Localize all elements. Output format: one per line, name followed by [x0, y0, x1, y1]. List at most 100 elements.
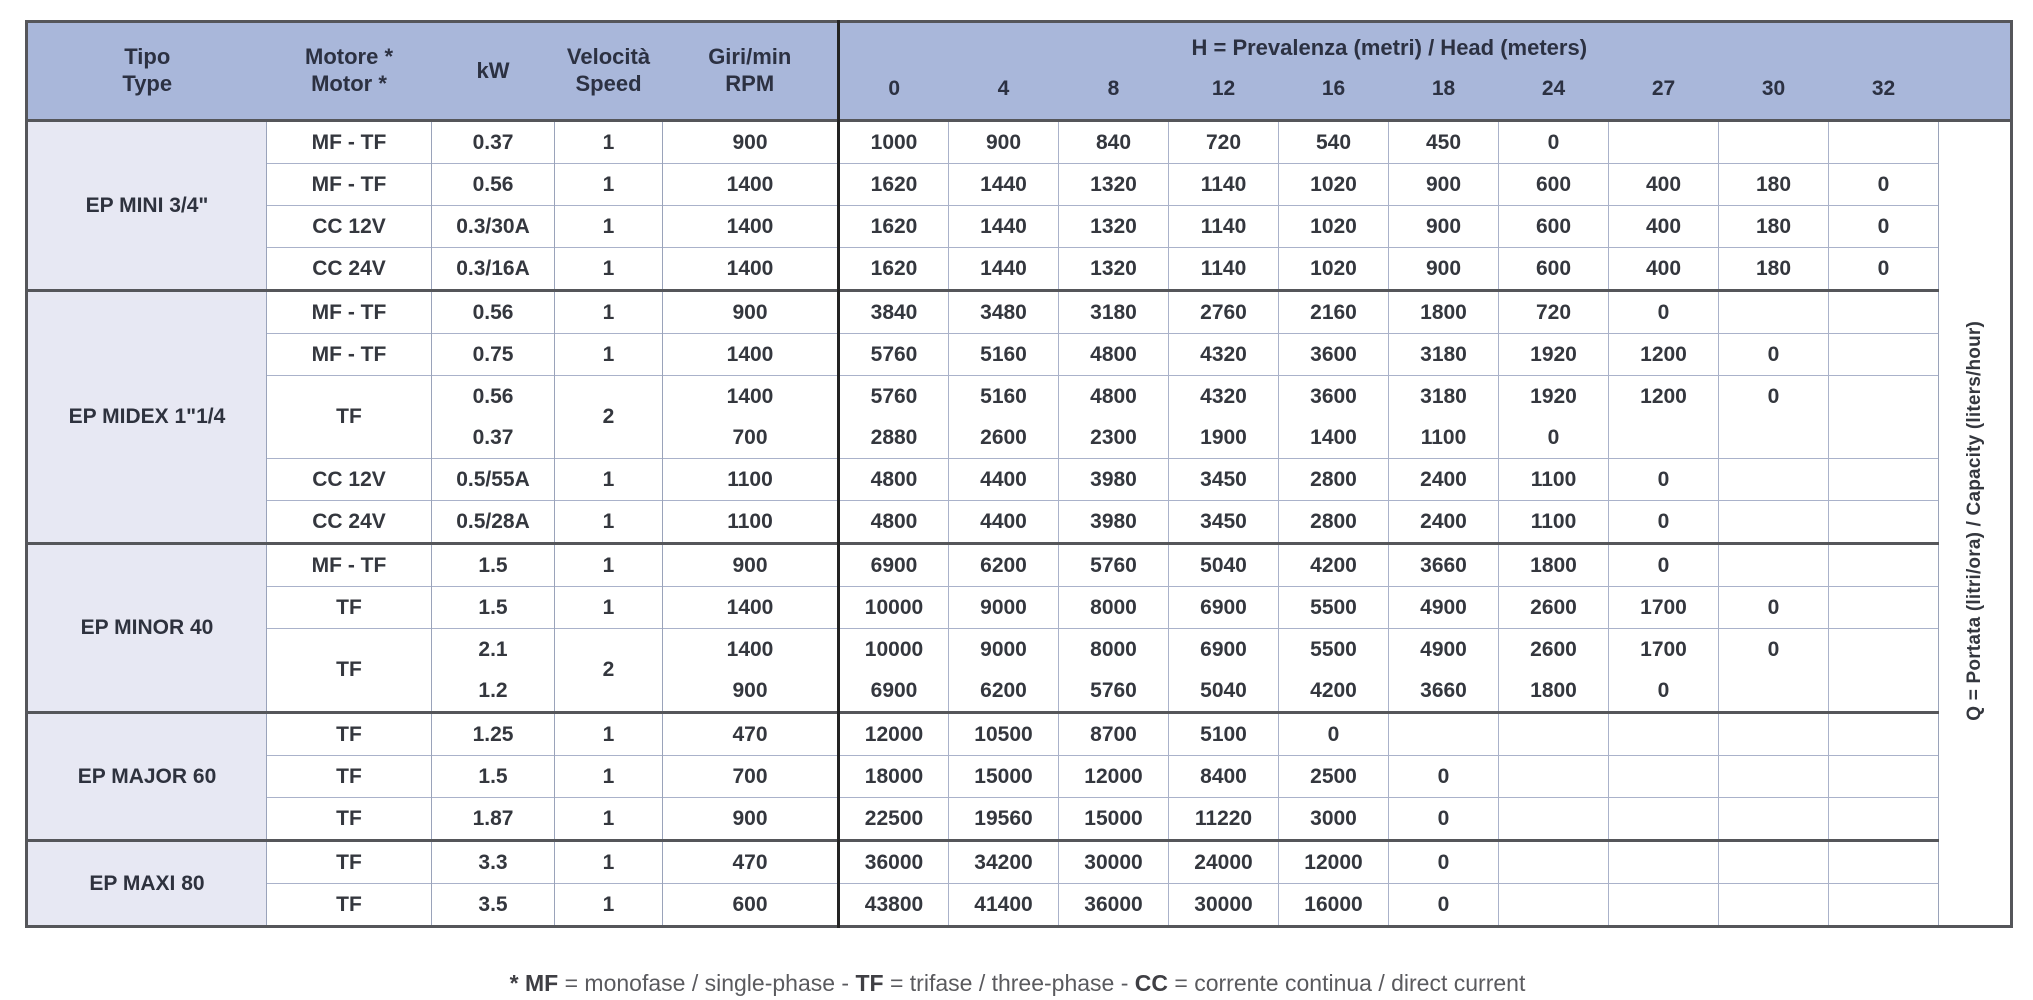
- head-meters-value: 12: [1168, 73, 1279, 121]
- table-row: CC 12V 0.3/30A 1 1400 1620 1440 1320 1140 1020 90…: [27, 205, 2012, 248]
- head-value-cell: [1827, 375, 1939, 417]
- head-value-cell: [1827, 500, 1939, 544]
- head-value-cell: [1388, 711, 1499, 756]
- head-value-cell: 0: [1498, 417, 1609, 459]
- head-value-cell: 4320: [1168, 333, 1279, 376]
- kw-cell: 0.37: [431, 417, 555, 459]
- speed-cell: 1: [554, 755, 663, 798]
- head-value-cell: 4400: [948, 500, 1059, 544]
- head-value-cell: 1140: [1168, 163, 1279, 206]
- speed-cell: 1: [554, 586, 663, 629]
- head-value-cell: 5160: [948, 375, 1059, 417]
- head-value-cell: [1827, 458, 1939, 501]
- rpm-cell: 470: [662, 711, 839, 756]
- head-meters-value: 8: [1058, 73, 1169, 121]
- head-value-cell: 5040: [1168, 670, 1279, 713]
- head-value-cell: 400: [1608, 205, 1719, 248]
- head-value-cell: 1020: [1278, 247, 1389, 291]
- head-value-cell: 1200: [1608, 375, 1719, 417]
- head-value-cell: 1440: [948, 163, 1059, 206]
- speed-cell: 1: [554, 458, 663, 501]
- head-meters-value: 0: [837, 73, 949, 121]
- kw-cell: 0.5/28A: [431, 500, 555, 544]
- head-value-cell: 4200: [1278, 542, 1389, 587]
- head-value-cell: 0: [1388, 797, 1499, 841]
- head-value-cell: 30000: [1168, 883, 1279, 927]
- col-header-type-it: Tipo: [124, 44, 171, 70]
- motor-cell: TF: [266, 586, 432, 629]
- motor-cell: CC 24V: [266, 247, 432, 291]
- kw-cell: 0.3/30A: [431, 205, 555, 248]
- head-value-cell: 0: [1498, 119, 1609, 164]
- speed-cell: 2: [554, 628, 663, 713]
- head-value-cell: 6200: [948, 542, 1059, 587]
- col-header-kw: kW: [431, 21, 555, 121]
- head-value-cell: 34200: [948, 839, 1059, 884]
- head-value-cell: 6900: [1168, 628, 1279, 670]
- head-value-cell: 3180: [1388, 375, 1499, 417]
- head-value-cell: 1140: [1168, 247, 1279, 291]
- head-value-cell: 12000: [1278, 839, 1389, 884]
- head-value-cell: 10000: [837, 628, 949, 670]
- head-value-cell: 3180: [1388, 333, 1499, 376]
- rpm-cell: 900: [662, 797, 839, 841]
- head-value-cell: 2600: [1498, 628, 1609, 670]
- table-row: EP MIDEX 1"1/4 MF - TF 0.56 1 900 3840 3480 318…: [26, 289, 2012, 544]
- head-value-cell: 9000: [948, 628, 1059, 670]
- head-value-cell: 720: [1168, 119, 1279, 164]
- rpm-cell: 700: [662, 755, 839, 798]
- head-value-cell: 12000: [1058, 755, 1169, 798]
- head-value-cell: 12000: [837, 711, 949, 756]
- speed-cell: 1: [554, 797, 663, 841]
- motor-cell: TF: [266, 711, 432, 756]
- head-value-cell: [1718, 711, 1829, 756]
- col-header-motor: Motore * Motor *: [266, 21, 432, 121]
- head-value-cell: 6900: [837, 670, 949, 713]
- head-value-cell: 0: [1388, 883, 1499, 927]
- kw-cell: 0.5/55A: [431, 458, 555, 501]
- head-value-cell: [1718, 542, 1829, 587]
- head-meters-value: 24: [1498, 73, 1609, 121]
- rpm-cell: 700: [662, 417, 839, 459]
- head-value-cell: 9000: [948, 586, 1059, 629]
- pump-performance-table: Tipo Type Motore * Motor * kW Velocità S…: [25, 20, 2014, 928]
- table-row: EP MINI 3/4" MF - TF 0.37 1 900 1000 900 840 720…: [26, 119, 2012, 927]
- col-header-speed-it: Velocità: [566, 44, 651, 70]
- rpm-cell: 1400: [662, 163, 839, 206]
- head-value-cell: [1498, 711, 1609, 756]
- head-value-cell: 4900: [1388, 586, 1499, 629]
- head-value-cell: 8700: [1058, 711, 1169, 756]
- head-value-cell: 30000: [1058, 839, 1169, 884]
- table-row: TF 2.1 2 1400 10000 9000 8000 6900 5500 4900 2600 1…: [27, 628, 2012, 713]
- footnote-text: = corrente continua / direct current: [1168, 970, 1526, 996]
- head-value-cell: 0: [1388, 755, 1499, 798]
- head-value-cell: 4800: [837, 500, 949, 544]
- table-row: CC 24V 0.5/28A 1 1100 4800 4400 3980 3450 2800 24…: [27, 500, 2012, 544]
- head-value-cell: 1020: [1278, 205, 1389, 248]
- head-value-cell: 24000: [1168, 839, 1279, 884]
- head-value-cell: 450: [1388, 119, 1499, 164]
- head-value-cell: 4800: [1058, 333, 1169, 376]
- rpm-cell: 1100: [662, 500, 839, 544]
- head-value-cell: 1620: [837, 247, 949, 291]
- head-value-cell: 1200: [1608, 333, 1719, 376]
- footnote-text: = trifase / three-phase -: [883, 970, 1135, 996]
- head-value-cell: 5040: [1168, 542, 1279, 587]
- head-meters-value: 18: [1388, 73, 1499, 121]
- col-header-kw-label: kW: [476, 57, 510, 83]
- head-value-cell: [1498, 755, 1609, 798]
- head-value-cell: 1800: [1388, 289, 1499, 334]
- head-value-cell: [1827, 711, 1939, 756]
- head-meters-value: 32: [1828, 73, 1939, 121]
- head-value-cell: 180: [1718, 247, 1829, 291]
- head-value-cell: 1000: [837, 119, 949, 164]
- head-value-cell: 16000: [1278, 883, 1389, 927]
- head-value-cell: 43800: [837, 883, 949, 927]
- kw-cell: 0.37: [431, 119, 555, 164]
- head-value-cell: 3980: [1058, 458, 1169, 501]
- head-value-cell: 5100: [1168, 711, 1279, 756]
- kw-cell: 1.5: [431, 542, 555, 587]
- head-value-cell: 1440: [948, 247, 1059, 291]
- head-value-cell: 4900: [1388, 628, 1499, 670]
- motor-cell: TF: [266, 628, 432, 713]
